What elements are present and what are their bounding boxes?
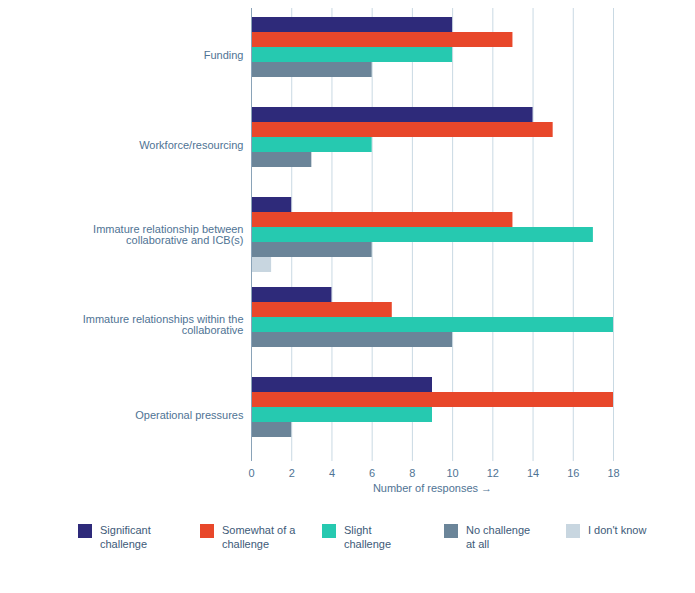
- svg-text:Immature relationships within: Immature relationships within thecollabo…: [83, 313, 244, 336]
- svg-text:14: 14: [527, 467, 539, 479]
- svg-text:12: 12: [487, 467, 499, 479]
- svg-text:18: 18: [607, 467, 619, 479]
- html-text:I don't know: I don't know: [588, 524, 647, 536]
- svg-text:2: 2: [289, 467, 295, 479]
- svg-text:8: 8: [409, 467, 415, 479]
- html-text:No challenge at all: No challenge at all: [466, 524, 531, 550]
- svg-text:16: 16: [567, 467, 579, 479]
- svg-text:6: 6: [369, 467, 375, 479]
- html-text:Significant challenge: Significant challenge: [100, 524, 151, 550]
- svg-text:Operational pressures: Operational pressures: [135, 409, 244, 421]
- svg-text:Workforce/resourcing: Workforce/resourcing: [139, 139, 243, 151]
- html-text:Somewhat of a challenge: Somewhat of a challenge: [222, 524, 296, 550]
- svg-text:Funding: Funding: [204, 49, 244, 61]
- svg-text:0: 0: [248, 467, 254, 479]
- svg-text:4: 4: [329, 467, 335, 479]
- html-text:Slight challenge: Slight challenge: [344, 524, 392, 550]
- svg-text:Number of responses →: Number of responses →: [373, 482, 492, 494]
- svg-text:Immature relationship betweenc: Immature relationship betweencollaborati…: [93, 223, 243, 246]
- svg-text:10: 10: [446, 467, 458, 479]
